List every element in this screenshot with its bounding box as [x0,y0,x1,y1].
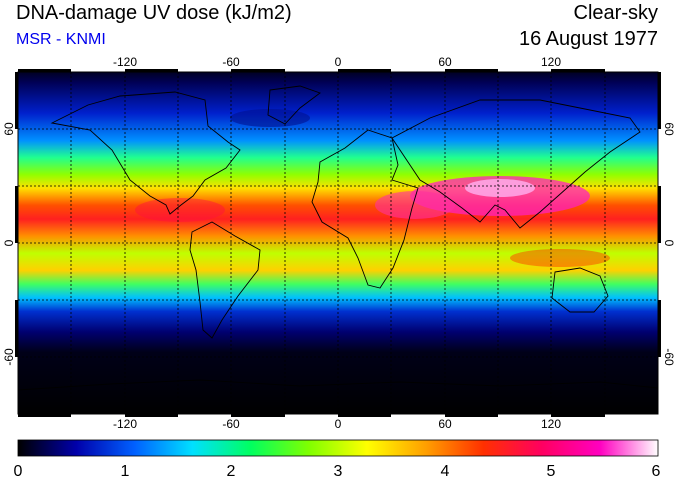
north-america-coast [50,91,241,215]
lat-labels-right: 60 0 -60 [662,122,676,366]
lon-label-top: 120 [541,55,561,69]
colorbar-label: 5 [547,463,556,480]
graticule [18,72,658,414]
lon-label-bottom: -120 [113,417,137,431]
date-label: 16 August 1977 [518,28,658,50]
credit-label: MSR - KNMI [16,31,106,48]
colorbar [17,439,659,457]
colorbar-label: 4 [441,463,450,480]
lon-label-bottom: 120 [541,417,561,431]
lat-label-right: 60 [662,122,676,136]
colorbar-label: 1 [121,463,130,480]
lon-label-bottom: -60 [222,417,240,431]
lat-label-right: -60 [662,348,676,366]
colorbar-label: 3 [334,463,343,480]
coastlines [18,85,658,391]
map-title: DNA-damage UV dose (kJ/m2) [16,2,292,24]
sky-condition-label: Clear-sky [573,2,658,24]
lon-label-top: 0 [335,55,342,69]
lon-label-top: -120 [113,55,137,69]
lon-label-bottom: 60 [438,417,452,431]
south-america-coast [189,221,261,339]
lon-labels-top: -120 -60 0 60 120 [113,55,561,69]
colorbar-label: 2 [227,463,236,480]
lat-label-left: -60 [2,348,16,366]
lat-labels-left: 60 0 -60 [2,122,16,366]
colorbar-label: 6 [652,463,661,480]
lon-label-top: -60 [222,55,240,69]
antarctica-coast [18,379,658,391]
europe-africa-coast [311,129,419,289]
lon-label-top: 60 [438,55,452,69]
lat-label-left: 60 [2,122,16,136]
greenland-coast [267,85,321,125]
colorbar-labels: 0 1 2 3 4 5 6 [14,463,661,480]
map-frame [15,69,661,417]
lon-labels-bottom: -120 -60 0 60 120 [113,417,561,431]
lat-label-left: 0 [2,239,16,246]
asia-coast [391,99,641,229]
lat-label-right: 0 [662,240,676,247]
colorbar-label: 0 [14,463,23,480]
lon-label-bottom: 0 [335,417,342,431]
